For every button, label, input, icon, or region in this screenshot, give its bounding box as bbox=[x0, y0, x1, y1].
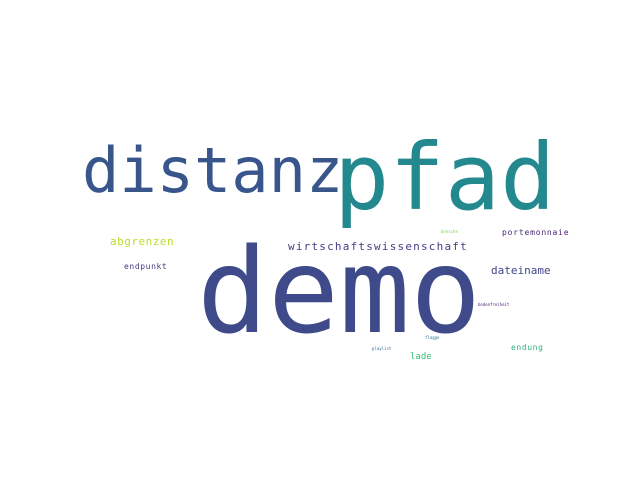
word-demo: demo bbox=[197, 222, 482, 360]
word-abgrenzen: abgrenzen bbox=[110, 235, 175, 248]
word-pfad: pfad bbox=[334, 124, 556, 231]
word-tiny-mid: flagge bbox=[425, 335, 440, 340]
word-portemonnaie: portemonnaie bbox=[502, 228, 570, 237]
word-distanz: distanz bbox=[82, 134, 344, 207]
word-dateiname: dateiname bbox=[491, 264, 551, 277]
word-lade: lade bbox=[410, 352, 432, 362]
word-tiny-top: bonsche bbox=[441, 229, 458, 234]
word-wirtschaftswissenschaft: wirtschaftswissenschaft bbox=[288, 240, 468, 253]
word-tiny-right: bodenfreiheit bbox=[478, 302, 510, 307]
word-tiny-left: playlist bbox=[372, 346, 392, 351]
word-endpunkt: endpunkt bbox=[124, 262, 168, 271]
word-endung: endung bbox=[511, 343, 544, 352]
